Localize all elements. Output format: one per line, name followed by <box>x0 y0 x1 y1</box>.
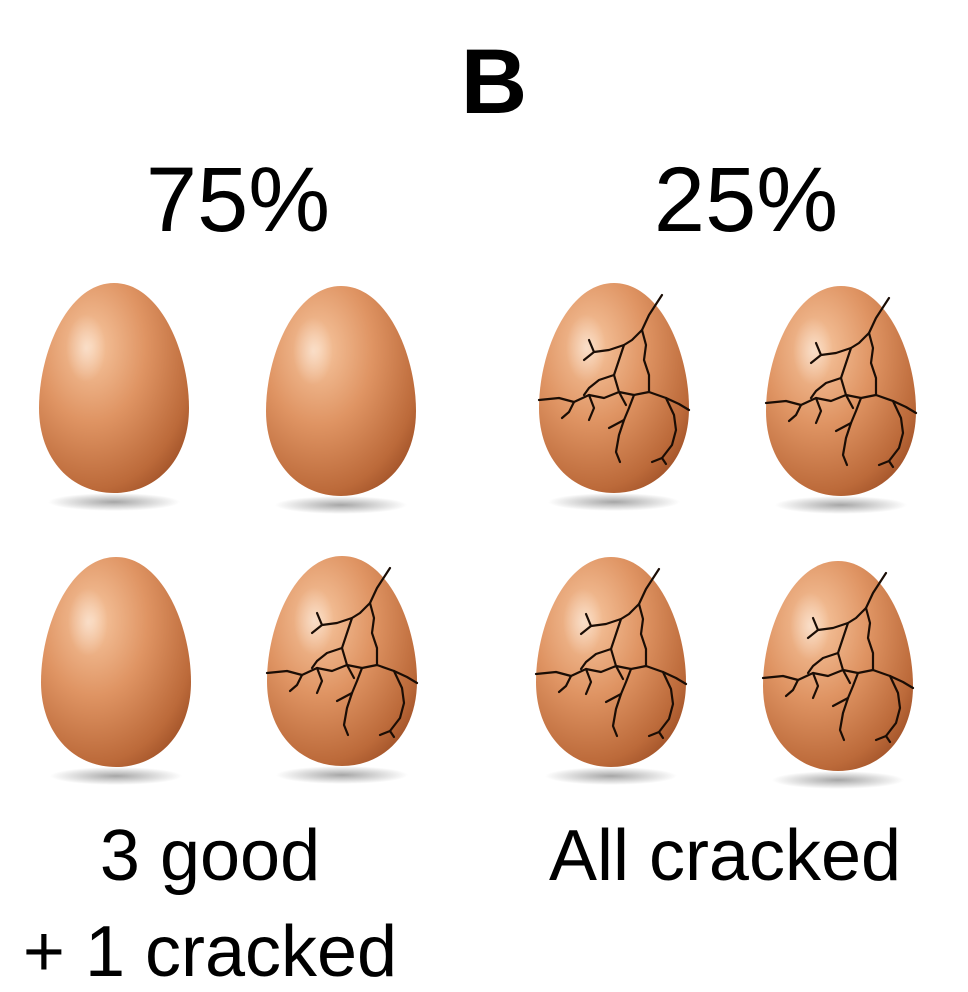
egg-cracked-4 <box>534 557 688 785</box>
egg-cracked-5 <box>761 561 915 789</box>
caption-left-line1: 3 good <box>99 816 321 896</box>
egg-cracked-3 <box>764 286 918 514</box>
egg-intact-3 <box>41 557 191 785</box>
percent-label-left: 75% <box>145 149 331 251</box>
egg-cracked-2 <box>537 283 691 511</box>
percent-label-right: 25% <box>653 149 839 251</box>
egg-intact-2 <box>266 286 416 514</box>
caption-left-line2: + 1 cracked <box>22 912 398 992</box>
caption-right: All cracked <box>548 816 902 896</box>
panel-label: B <box>460 31 528 133</box>
egg-cracked-1 <box>265 556 419 784</box>
egg-intact-1 <box>39 283 189 511</box>
